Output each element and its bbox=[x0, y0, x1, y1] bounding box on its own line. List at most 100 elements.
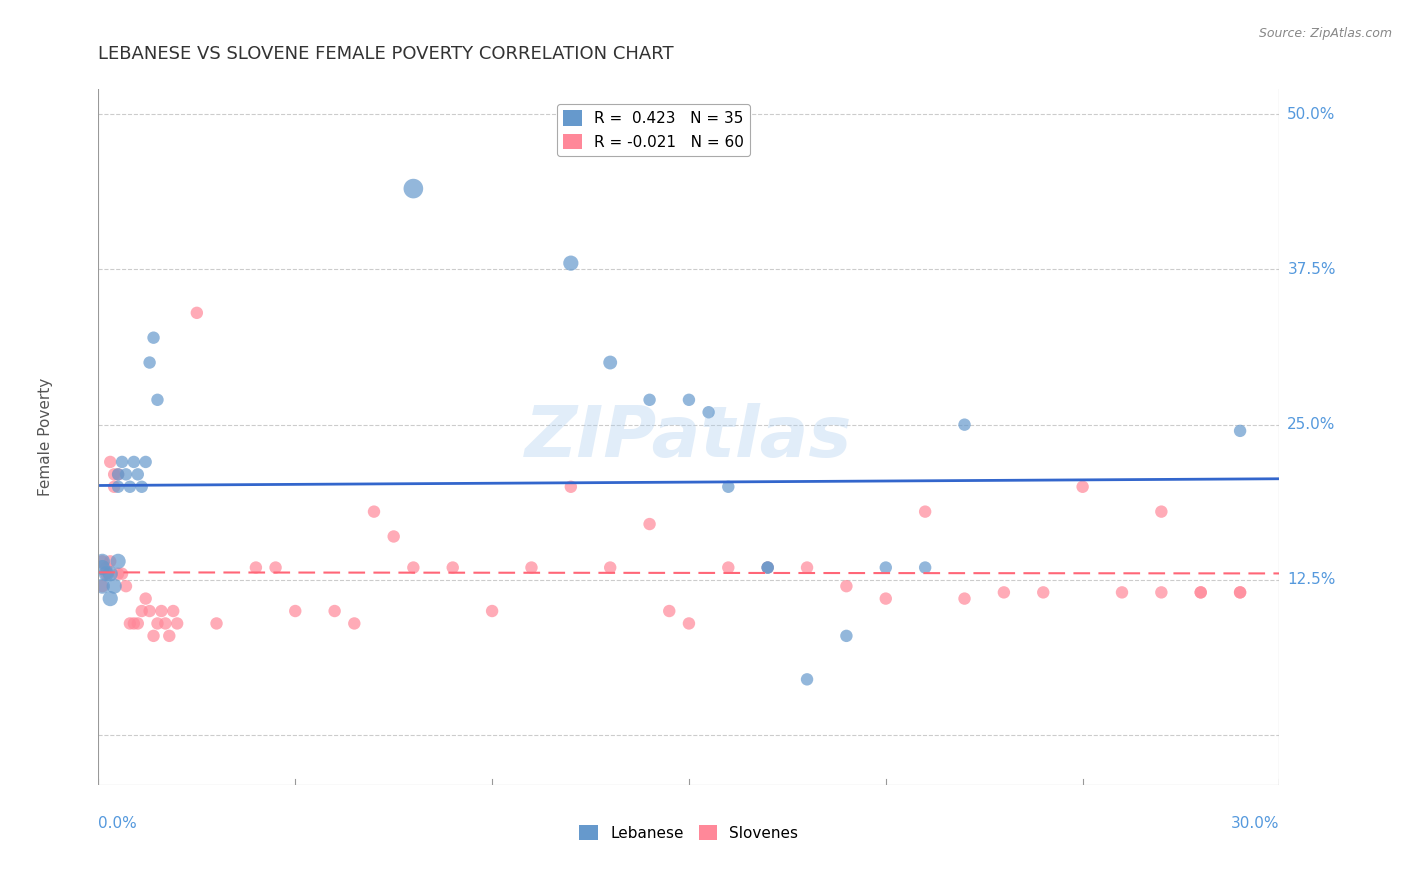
Point bbox=[323, 604, 346, 618]
Point bbox=[560, 480, 582, 494]
Point bbox=[835, 629, 858, 643]
Point bbox=[111, 566, 134, 581]
Point bbox=[599, 355, 621, 369]
Point bbox=[1150, 585, 1173, 599]
Point bbox=[91, 554, 114, 568]
Point bbox=[875, 560, 897, 574]
Point bbox=[138, 355, 160, 369]
Point bbox=[162, 604, 184, 618]
Point bbox=[98, 455, 121, 469]
Point bbox=[1229, 585, 1251, 599]
Point bbox=[118, 480, 141, 494]
Point bbox=[402, 181, 425, 195]
Point bbox=[717, 480, 740, 494]
Point bbox=[166, 616, 188, 631]
Point bbox=[363, 505, 385, 519]
Point bbox=[98, 554, 121, 568]
Text: 0.0%: 0.0% bbox=[98, 816, 138, 831]
Point bbox=[142, 629, 165, 643]
Point bbox=[91, 579, 114, 593]
Point bbox=[245, 560, 267, 574]
Point bbox=[115, 579, 138, 593]
Point bbox=[205, 616, 228, 631]
Point bbox=[599, 560, 621, 574]
Point bbox=[953, 591, 976, 606]
Point bbox=[122, 616, 145, 631]
Text: 37.5%: 37.5% bbox=[1288, 262, 1336, 277]
Point bbox=[107, 480, 129, 494]
Point bbox=[138, 604, 160, 618]
Point bbox=[186, 306, 208, 320]
Point bbox=[1071, 480, 1094, 494]
Point bbox=[441, 560, 464, 574]
Point bbox=[91, 579, 114, 593]
Point bbox=[157, 629, 180, 643]
Point bbox=[1111, 585, 1133, 599]
Point bbox=[142, 331, 165, 345]
Point bbox=[131, 604, 153, 618]
Legend: Lebanese, Slovenes: Lebanese, Slovenes bbox=[574, 819, 804, 847]
Point bbox=[638, 516, 661, 531]
Point bbox=[678, 616, 700, 631]
Point bbox=[96, 566, 118, 581]
Point bbox=[98, 591, 121, 606]
Text: 50.0%: 50.0% bbox=[1288, 106, 1336, 121]
Point bbox=[91, 554, 114, 568]
Point bbox=[118, 616, 141, 631]
Point bbox=[914, 560, 936, 574]
Point bbox=[560, 256, 582, 270]
Point bbox=[343, 616, 366, 631]
Point bbox=[146, 392, 169, 407]
Point bbox=[756, 560, 779, 574]
Point bbox=[96, 560, 118, 574]
Point bbox=[756, 560, 779, 574]
Point bbox=[107, 467, 129, 482]
Point bbox=[107, 554, 129, 568]
Text: LEBANESE VS SLOVENE FEMALE POVERTY CORRELATION CHART: LEBANESE VS SLOVENE FEMALE POVERTY CORRE… bbox=[98, 45, 673, 62]
Point bbox=[284, 604, 307, 618]
Point bbox=[135, 591, 157, 606]
Point bbox=[1229, 424, 1251, 438]
Point bbox=[481, 604, 503, 618]
Text: Source: ZipAtlas.com: Source: ZipAtlas.com bbox=[1258, 27, 1392, 40]
Text: 30.0%: 30.0% bbox=[1232, 816, 1279, 831]
Point bbox=[520, 560, 543, 574]
Point bbox=[1150, 505, 1173, 519]
Point bbox=[103, 480, 125, 494]
Text: Female Poverty: Female Poverty bbox=[38, 378, 53, 496]
Text: ZIPatlas: ZIPatlas bbox=[526, 402, 852, 472]
Point bbox=[107, 467, 129, 482]
Point bbox=[155, 616, 177, 631]
Point bbox=[98, 566, 121, 581]
Text: 25.0%: 25.0% bbox=[1288, 417, 1336, 432]
Point bbox=[875, 591, 897, 606]
Point bbox=[993, 585, 1015, 599]
Point bbox=[111, 455, 134, 469]
Point bbox=[150, 604, 173, 618]
Point bbox=[678, 392, 700, 407]
Text: 12.5%: 12.5% bbox=[1288, 573, 1336, 588]
Point bbox=[146, 616, 169, 631]
Point bbox=[697, 405, 720, 419]
Point bbox=[756, 560, 779, 574]
Point bbox=[1229, 585, 1251, 599]
Point bbox=[103, 467, 125, 482]
Point bbox=[264, 560, 287, 574]
Point bbox=[96, 566, 118, 581]
Point bbox=[107, 566, 129, 581]
Point bbox=[717, 560, 740, 574]
Point bbox=[382, 529, 405, 543]
Point bbox=[402, 560, 425, 574]
Point bbox=[835, 579, 858, 593]
Point bbox=[91, 560, 114, 574]
Point bbox=[796, 560, 818, 574]
Point bbox=[135, 455, 157, 469]
Point bbox=[914, 505, 936, 519]
Point bbox=[103, 579, 125, 593]
Point bbox=[131, 480, 153, 494]
Point bbox=[1189, 585, 1212, 599]
Point bbox=[1032, 585, 1054, 599]
Point bbox=[638, 392, 661, 407]
Point bbox=[796, 673, 818, 687]
Point bbox=[122, 455, 145, 469]
